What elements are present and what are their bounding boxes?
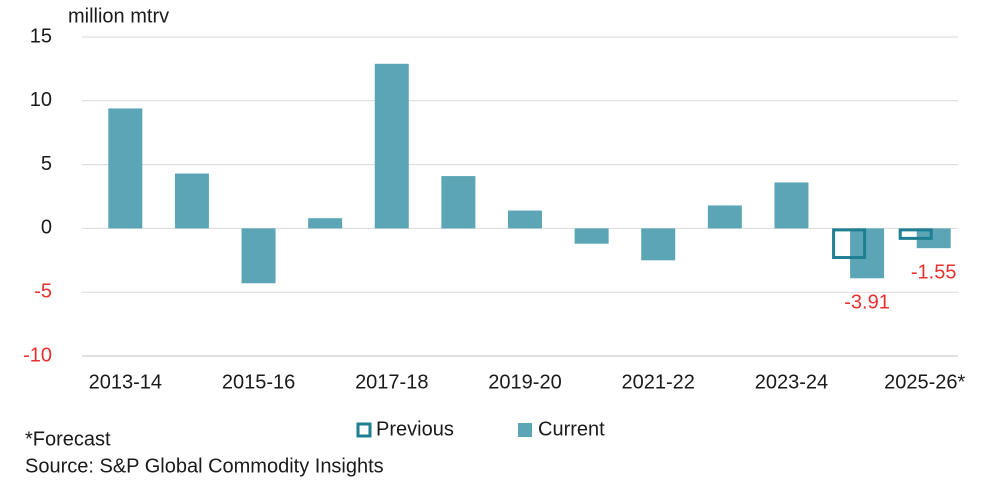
x-tick-label: 2021-22 — [622, 371, 695, 393]
bar-outline — [898, 228, 933, 240]
x-tick-label: 2017-18 — [355, 371, 428, 393]
bar-outline — [832, 228, 867, 260]
data-label: -1.55 — [911, 261, 957, 283]
y-tick-label: 5 — [41, 153, 52, 175]
y-tick-label: -10 — [23, 344, 52, 366]
x-tick-label: 2015-16 — [222, 371, 295, 393]
legend-swatch — [356, 422, 372, 438]
bar — [108, 108, 143, 229]
data-label: -3.91 — [844, 292, 890, 314]
legend-swatch — [518, 423, 532, 437]
bar — [574, 228, 609, 244]
x-tick-label: 2025-26* — [884, 371, 965, 393]
bar — [641, 228, 676, 261]
y-tick-label: -5 — [34, 280, 52, 302]
legend-label: Current — [538, 418, 605, 440]
y-tick-label: 10 — [30, 89, 52, 111]
x-tick-label: 2013-14 — [89, 371, 162, 393]
bar — [707, 205, 742, 229]
y-axis-label: million mtrv — [68, 5, 169, 27]
bar — [374, 63, 409, 229]
y-tick-label: 15 — [30, 25, 52, 47]
x-tick-label: 2019-20 — [488, 371, 561, 393]
bar — [508, 210, 542, 229]
bar — [850, 228, 885, 279]
bar — [916, 228, 951, 249]
bar — [774, 182, 809, 229]
footnote: *Forecast — [25, 428, 111, 450]
footnote: Source: S&P Global Commodity Insights — [25, 455, 384, 477]
y-tick-label: 0 — [41, 217, 52, 239]
x-tick-label: 2023-24 — [755, 371, 828, 393]
legend-label: Previous — [376, 418, 454, 440]
bar — [174, 173, 209, 229]
bar — [241, 228, 276, 284]
bar — [308, 218, 343, 229]
bar — [441, 176, 476, 229]
